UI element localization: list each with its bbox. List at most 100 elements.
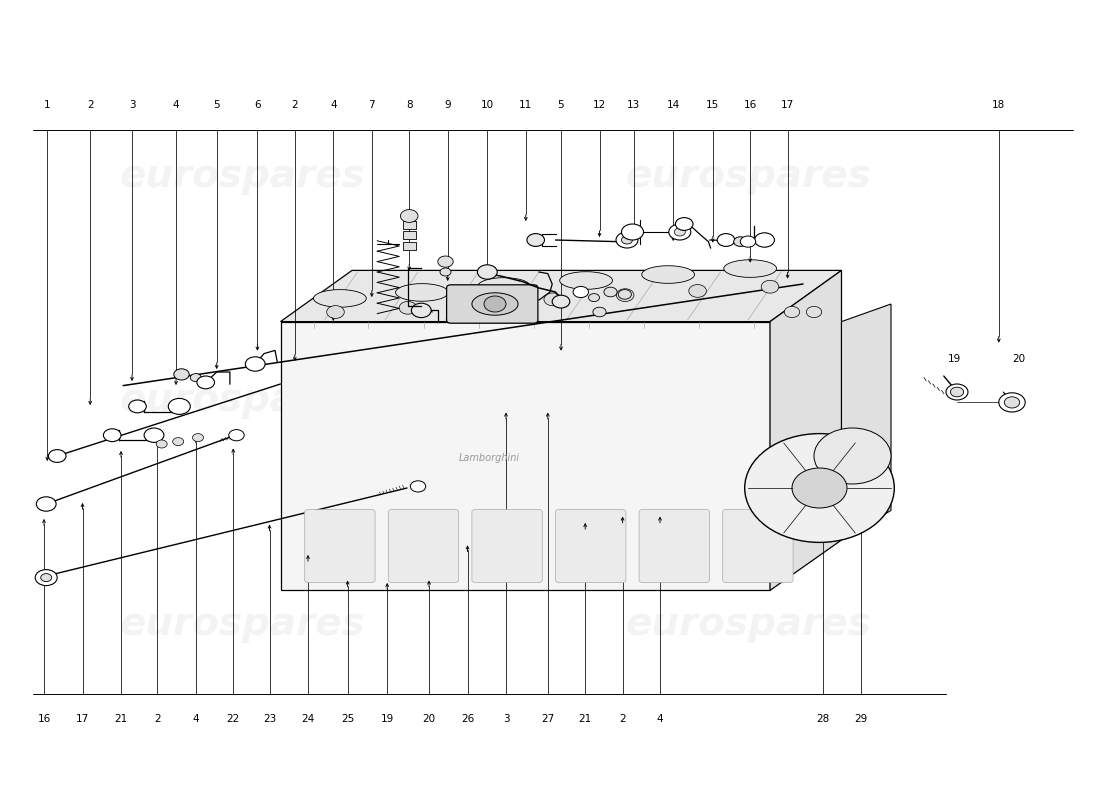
Circle shape xyxy=(35,570,57,586)
Text: 2: 2 xyxy=(619,714,626,723)
Text: 1: 1 xyxy=(44,100,51,110)
Circle shape xyxy=(675,218,693,230)
Circle shape xyxy=(36,497,56,511)
Circle shape xyxy=(784,306,800,318)
Circle shape xyxy=(621,236,632,244)
Circle shape xyxy=(552,295,570,308)
Circle shape xyxy=(440,268,451,276)
Circle shape xyxy=(689,285,706,298)
FancyBboxPatch shape xyxy=(472,510,542,582)
Circle shape xyxy=(399,302,417,314)
Circle shape xyxy=(588,294,600,302)
Circle shape xyxy=(734,237,747,246)
Circle shape xyxy=(41,574,52,582)
Text: 20: 20 xyxy=(1012,354,1025,364)
Ellipse shape xyxy=(477,278,530,295)
Circle shape xyxy=(946,384,968,400)
Text: 27: 27 xyxy=(541,714,554,723)
FancyBboxPatch shape xyxy=(388,510,459,582)
Circle shape xyxy=(327,306,344,318)
Text: 13: 13 xyxy=(627,100,640,110)
Ellipse shape xyxy=(641,266,694,283)
Circle shape xyxy=(103,429,121,442)
Circle shape xyxy=(814,428,891,484)
Circle shape xyxy=(618,290,631,299)
Text: 21: 21 xyxy=(579,714,592,723)
Text: 19: 19 xyxy=(948,354,961,364)
Text: 24: 24 xyxy=(301,714,315,723)
Circle shape xyxy=(717,234,735,246)
FancyBboxPatch shape xyxy=(723,510,793,582)
Text: 2: 2 xyxy=(154,714,161,723)
Text: 17: 17 xyxy=(76,714,89,723)
Text: 20: 20 xyxy=(422,714,436,723)
Circle shape xyxy=(999,393,1025,412)
Circle shape xyxy=(192,434,204,442)
Text: 8: 8 xyxy=(406,100,412,110)
Text: 11: 11 xyxy=(519,100,532,110)
Circle shape xyxy=(505,301,525,315)
Circle shape xyxy=(472,297,490,310)
Circle shape xyxy=(173,438,184,446)
FancyBboxPatch shape xyxy=(556,510,626,582)
Circle shape xyxy=(593,307,606,317)
Text: 28: 28 xyxy=(816,714,829,723)
Text: 4: 4 xyxy=(192,714,199,723)
Text: 26: 26 xyxy=(461,714,474,723)
Text: 5: 5 xyxy=(558,100,564,110)
Circle shape xyxy=(621,224,643,240)
Text: 6: 6 xyxy=(254,100,261,110)
Circle shape xyxy=(400,210,418,222)
Circle shape xyxy=(616,289,634,302)
Circle shape xyxy=(229,430,244,441)
Ellipse shape xyxy=(560,272,613,290)
Text: 12: 12 xyxy=(593,100,606,110)
Circle shape xyxy=(950,387,964,397)
Text: eurospares: eurospares xyxy=(119,605,365,643)
Polygon shape xyxy=(280,270,842,322)
Circle shape xyxy=(674,228,685,236)
Text: eurospares: eurospares xyxy=(625,157,871,195)
Text: 4: 4 xyxy=(330,100,337,110)
Text: 15: 15 xyxy=(706,100,719,110)
FancyBboxPatch shape xyxy=(447,285,538,323)
Polygon shape xyxy=(280,322,770,590)
Circle shape xyxy=(755,233,774,247)
Bar xyxy=(403,221,416,229)
Text: eurospares: eurospares xyxy=(119,157,365,195)
Ellipse shape xyxy=(396,284,449,302)
Text: 2: 2 xyxy=(292,100,298,110)
Text: 9: 9 xyxy=(444,100,451,110)
Circle shape xyxy=(573,286,588,298)
Circle shape xyxy=(190,374,201,382)
Circle shape xyxy=(168,398,190,414)
Bar xyxy=(403,242,416,250)
Circle shape xyxy=(197,376,215,389)
Text: 3: 3 xyxy=(503,714,509,723)
Ellipse shape xyxy=(314,290,366,307)
Text: 18: 18 xyxy=(992,100,1005,110)
Text: 7: 7 xyxy=(368,100,375,110)
Circle shape xyxy=(527,234,544,246)
Circle shape xyxy=(604,287,617,297)
Text: 16: 16 xyxy=(37,714,51,723)
Circle shape xyxy=(761,280,779,293)
Circle shape xyxy=(48,450,66,462)
Text: eurospares: eurospares xyxy=(625,381,871,419)
Circle shape xyxy=(669,224,691,240)
Circle shape xyxy=(484,296,506,312)
Circle shape xyxy=(156,440,167,448)
Circle shape xyxy=(1004,397,1020,408)
Text: 16: 16 xyxy=(744,100,757,110)
Circle shape xyxy=(411,303,431,318)
Bar xyxy=(403,231,416,239)
Text: 22: 22 xyxy=(227,714,240,723)
Text: 25: 25 xyxy=(341,714,354,723)
Text: eurospares: eurospares xyxy=(625,605,871,643)
Circle shape xyxy=(806,306,822,318)
Text: 3: 3 xyxy=(129,100,135,110)
Circle shape xyxy=(477,265,497,279)
FancyBboxPatch shape xyxy=(639,510,710,582)
Text: Lamborghini: Lamborghini xyxy=(459,454,520,463)
Circle shape xyxy=(616,232,638,248)
